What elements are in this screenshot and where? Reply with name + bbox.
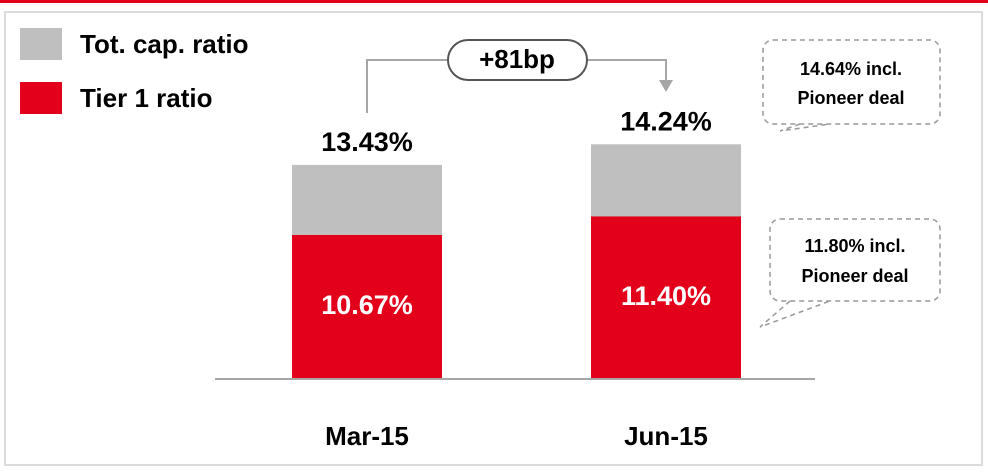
bar-label: 11.40%: [621, 281, 711, 311]
bar-label: 10.67%: [321, 290, 413, 320]
change-badge: [447, 39, 588, 81]
bar: [292, 234, 442, 379]
callout-text: Pioneer deal: [797, 88, 904, 108]
x-tick-label: Jun-15: [624, 421, 708, 451]
callout-box: [769, 218, 941, 302]
total-label: 14.24%: [620, 106, 712, 136]
frame: [4, 11, 983, 466]
legend-swatch: [20, 82, 62, 114]
callout-tail: [779, 123, 831, 132]
total-label: 13.43%: [321, 127, 413, 157]
legend-label: Tot. cap. ratio: [80, 29, 249, 59]
change-arrow: [366, 59, 667, 113]
legend-swatch: [20, 28, 62, 60]
callout-text: Pioneer deal: [801, 266, 908, 286]
callout-text: 11.80% incl.: [804, 236, 905, 256]
top-rule: [0, 0, 988, 3]
bar: [591, 216, 741, 379]
x-tick-label: Mar-15: [325, 421, 409, 451]
callout-text: 14.64% incl.: [800, 59, 902, 79]
change-label: +81bp: [479, 44, 555, 74]
callout-tail: [759, 300, 831, 328]
callout-box: [762, 39, 941, 125]
legend-label: Tier 1 ratio: [80, 83, 212, 113]
arrow-head: [659, 80, 673, 92]
